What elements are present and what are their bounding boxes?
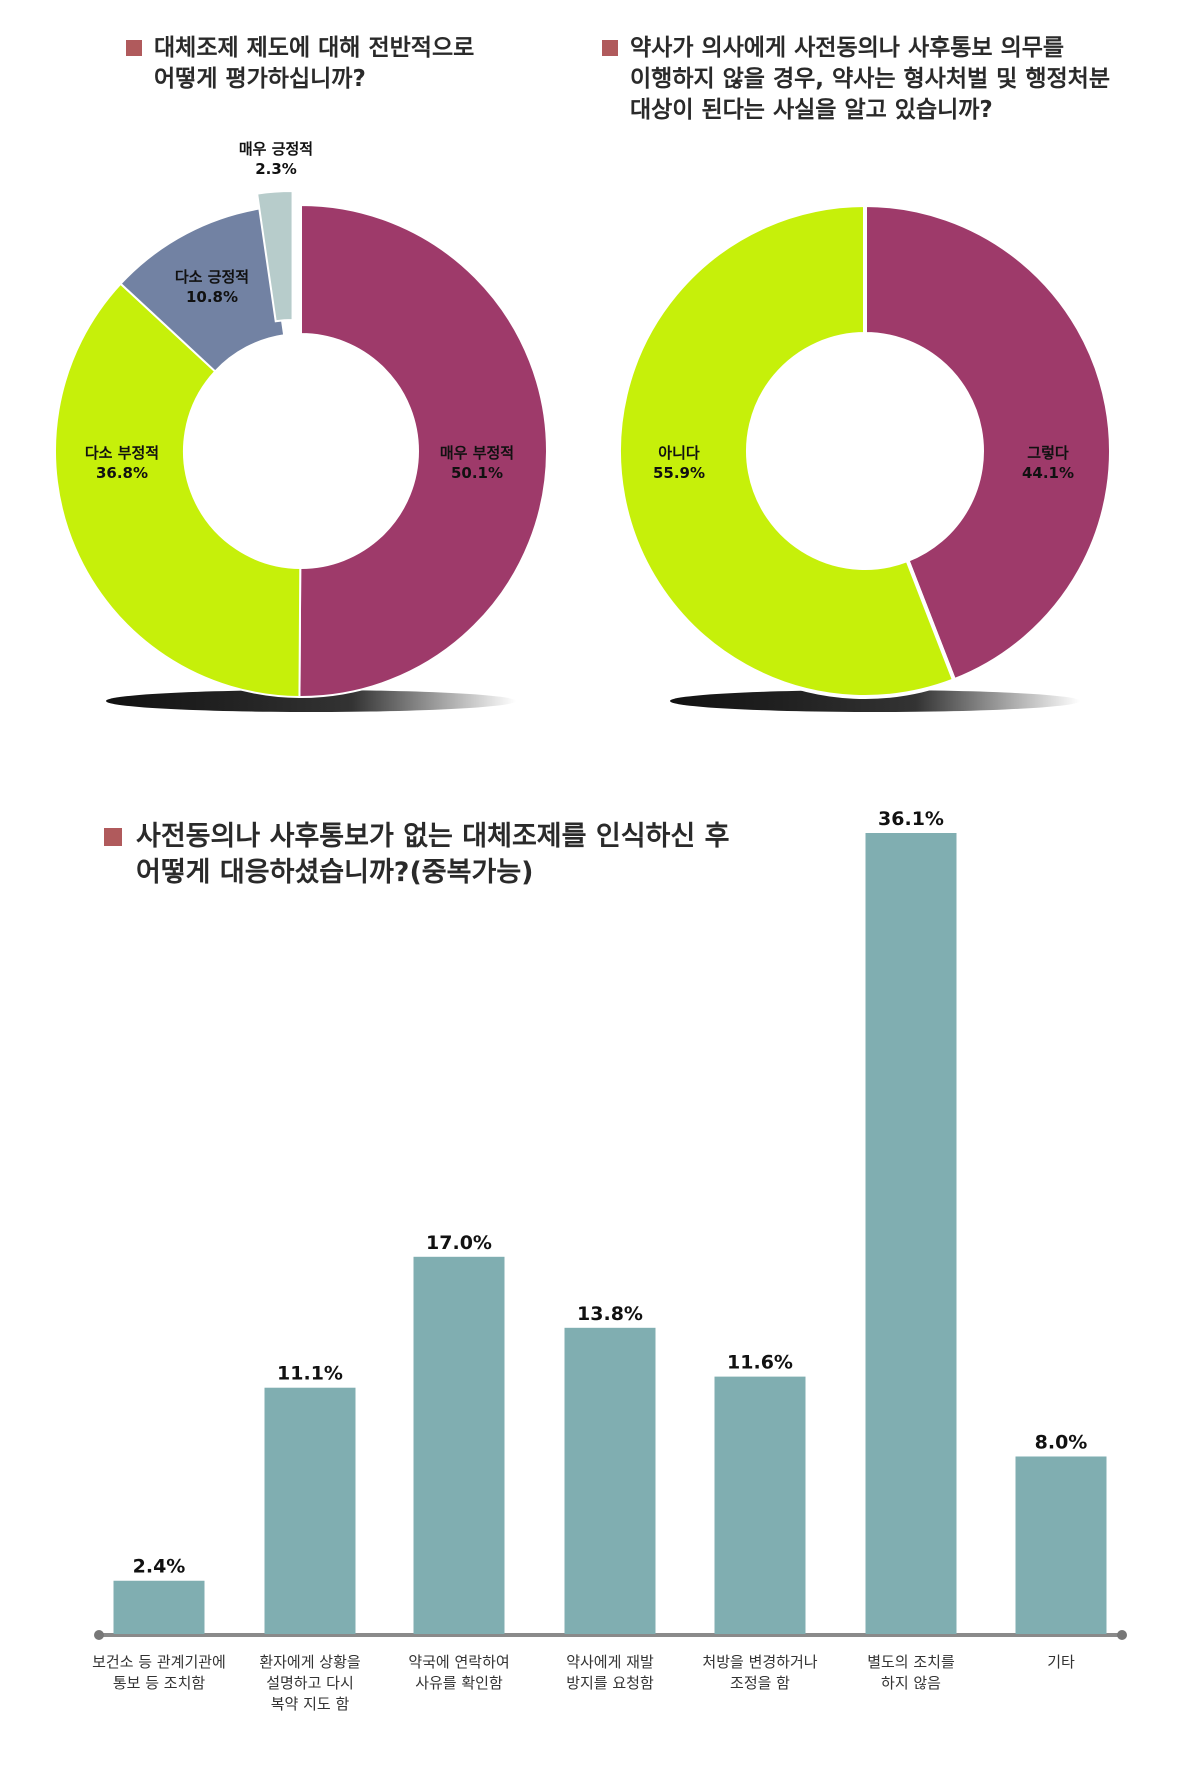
donut-slice-2 — [617, 202, 957, 699]
category-label-line: 환자에게 상황을 — [259, 1653, 361, 1671]
category-label-line: 별도의 조치를 — [867, 1653, 955, 1671]
slice-label-line: 55.9% — [653, 464, 705, 482]
bar-3 — [413, 1256, 505, 1634]
slice-label-line: 매우 부정적 — [440, 444, 514, 462]
bar-6 — [865, 833, 957, 1634]
slice-label: 아니다 55.9% — [653, 444, 705, 482]
axis-end-dot — [1117, 1630, 1127, 1640]
title-marker-icon — [602, 40, 618, 56]
bar-value-label: 11.6% — [727, 1352, 793, 1374]
slice-label: 그렇다 44.1% — [1022, 444, 1074, 482]
bar-value-label: 13.8% — [577, 1303, 643, 1325]
donut2-title: 약사가 의사에게 사전동의나 사후통보 의무를 이행하지 않을 경우, 약사는 … — [602, 33, 1110, 126]
slice-label-line: 다소 부정적 — [85, 444, 159, 462]
category-label-line: 사유를 확인함 — [415, 1674, 503, 1692]
bar-value-label: 36.1% — [878, 808, 944, 830]
slice-label-line: 44.1% — [1022, 464, 1074, 482]
category-label-line: 처방을 변경하거나 — [702, 1653, 818, 1671]
slice-label-line: 아니다 — [658, 444, 700, 462]
bar-2 — [264, 1387, 356, 1634]
bar-7 — [1015, 1456, 1107, 1634]
slice-label-line: 다소 긍정적 — [175, 268, 249, 286]
title-line: 대상이 된다는 사실을 알고 있습니까? — [630, 97, 993, 123]
category-label-line: 기타 — [1047, 1653, 1075, 1671]
slice-label-line: 10.8% — [186, 288, 238, 306]
category-label-line: 설명하고 다시 — [266, 1674, 354, 1692]
category-label-line: 약사에게 재발 — [566, 1653, 654, 1671]
category-label-line: 통보 등 조치함 — [112, 1674, 206, 1692]
category-label-line: 복약 지도 함 — [270, 1695, 350, 1713]
donut-slice-1 — [298, 203, 549, 698]
slice-label-line: 2.3% — [255, 160, 297, 178]
bar-title: 사전동의나 사후통보가 없는 대체조제를 인식하신 후 어떻게 대응하셨습니까?… — [104, 819, 730, 891]
slice-label: 다소 부정적 36.8% — [85, 444, 159, 482]
bar-value-label: 11.1% — [277, 1363, 343, 1385]
category-label-line: 방지를 요청함 — [566, 1674, 654, 1692]
donut-slice-1 — [863, 202, 1113, 683]
title-marker-icon — [104, 828, 122, 846]
category-label-line: 보건소 등 관계기관에 — [92, 1653, 226, 1671]
donut-shadow — [106, 690, 516, 712]
title-line: 어떻게 평가하십니까? — [154, 66, 366, 92]
bar-value-label: 17.0% — [426, 1232, 492, 1254]
slice-label-line: 그렇다 — [1027, 444, 1069, 462]
title-line: 이행하지 않을 경우, 약사는 형사처벌 및 행정처분 — [630, 66, 1110, 92]
axis-end-dot — [94, 1630, 104, 1640]
slice-label-line: 50.1% — [451, 464, 503, 482]
category-label-line: 약국에 연락하여 — [408, 1653, 510, 1671]
title-line: 약사가 의사에게 사전동의나 사후통보 의무를 — [630, 35, 1065, 61]
slice-label-line: 36.8% — [96, 464, 148, 482]
category-label-line: 조정을 함 — [730, 1674, 790, 1692]
donut-slice-4 — [256, 190, 294, 323]
title-line: 사전동의나 사후통보가 없는 대체조제를 인식하신 후 — [136, 821, 730, 852]
bar-value-label: 8.0% — [1035, 1431, 1088, 1453]
slice-label: 매우 긍정적 2.3% — [239, 140, 313, 178]
title-line: 대체조제 제도에 대해 전반적으로 — [154, 35, 475, 61]
bar-value-label: 2.4% — [133, 1556, 186, 1578]
bar-1 — [113, 1580, 205, 1634]
bar-5 — [714, 1376, 806, 1634]
category-label: 기타 — [986, 1652, 1136, 1673]
slice-label-line: 매우 긍정적 — [239, 140, 313, 158]
bar-4 — [564, 1327, 656, 1634]
title-line: 어떻게 대응하셨습니까?(중복가능) — [136, 857, 534, 888]
slice-label: 다소 긍정적 10.8% — [175, 268, 249, 306]
donut1-title: 대체조제 제도에 대해 전반적으로 어떻게 평가하십니까? — [126, 33, 475, 95]
donut-shadow — [670, 690, 1080, 712]
title-marker-icon — [126, 40, 142, 56]
slice-label: 매우 부정적 50.1% — [440, 444, 514, 482]
category-label-line: 하지 않음 — [881, 1674, 941, 1692]
donut-slice-2 — [54, 282, 302, 699]
